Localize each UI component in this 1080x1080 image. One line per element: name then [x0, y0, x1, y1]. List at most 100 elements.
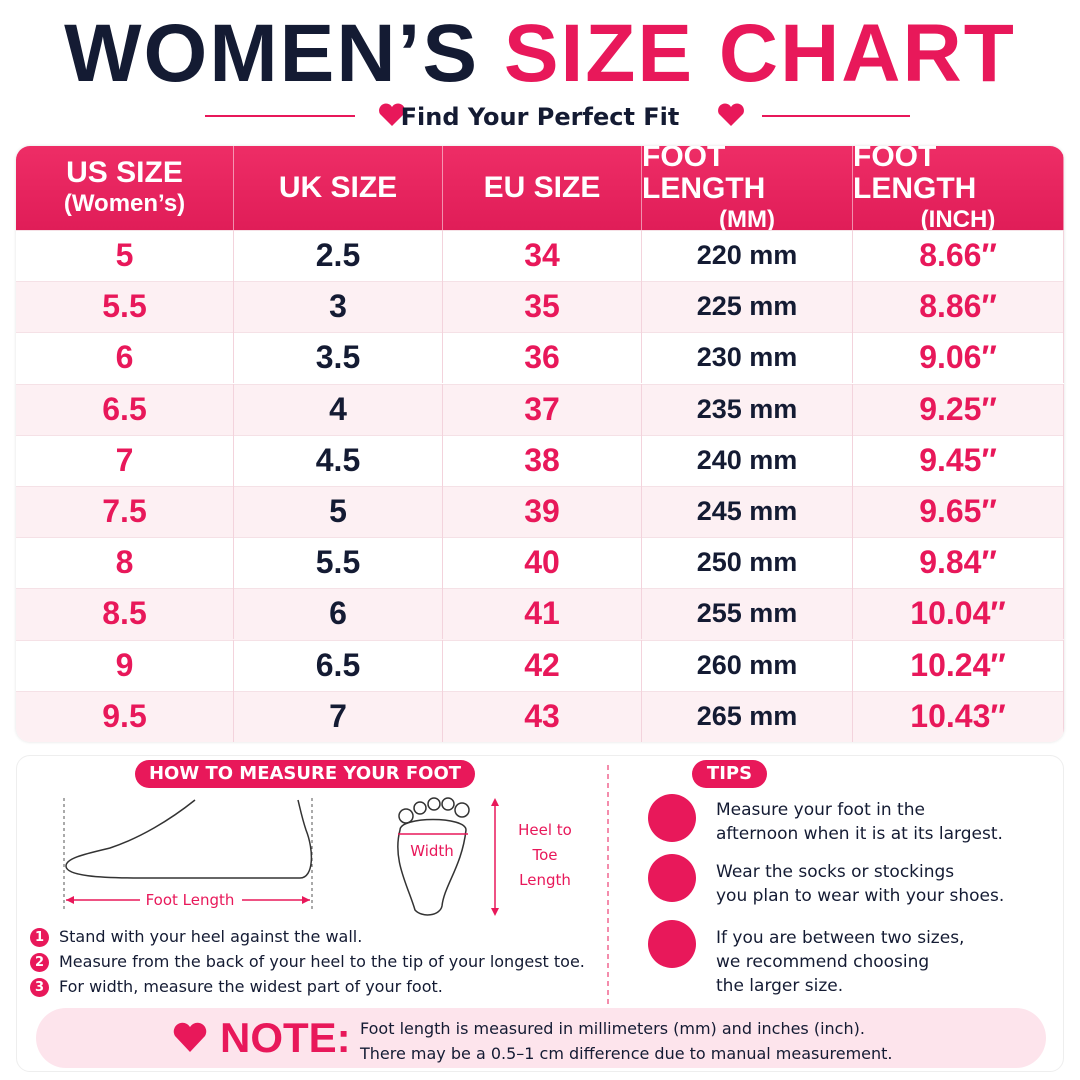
step-text: Stand with your heel against the wall.	[59, 927, 363, 946]
step-number: 2	[30, 952, 49, 972]
header-text: (MM)	[719, 206, 775, 233]
table-cell: 260 mm	[642, 639, 853, 691]
tip-text: we recommend choosing	[716, 952, 930, 972]
column-header: UK SIZE	[234, 146, 443, 230]
table-cell: 3	[234, 281, 443, 333]
width-label: Width	[410, 842, 454, 860]
table-cell: 37	[443, 383, 642, 435]
table-cell: 38	[443, 434, 642, 486]
divider	[607, 765, 609, 1005]
measure-heading: HOW TO MEASURE YOUR FOOT	[135, 760, 475, 788]
table-cell: 9.45″	[853, 434, 1064, 486]
table-cell: 9.65″	[853, 486, 1064, 537]
heart	[379, 103, 405, 126]
table-cell: 7	[234, 690, 443, 742]
table-cell: 6	[16, 332, 234, 384]
table-cell: 9.5	[16, 690, 234, 742]
tip-icon	[648, 854, 696, 902]
table-cell: 255 mm	[642, 588, 853, 640]
table-cell: 4	[234, 383, 443, 435]
tips-heading: TIPS	[692, 760, 767, 788]
table-cell: 245 mm	[642, 486, 853, 537]
step-text: Measure from the back of your heel to th…	[59, 952, 585, 971]
table-cell: 43	[443, 690, 642, 742]
note-box	[36, 1008, 1046, 1068]
table-cell: 10.43″	[853, 690, 1064, 742]
table-cell: 42	[443, 639, 642, 691]
row-bg	[16, 332, 1064, 385]
table-cell: 39	[443, 486, 642, 537]
header-text: FOOT LENGTH	[853, 146, 977, 205]
row-bg	[16, 690, 1064, 742]
row-bg	[16, 434, 1064, 487]
title-pink: SIZE CHART	[503, 8, 1016, 99]
tip-text: If you are between two sizes,	[716, 928, 965, 948]
tip-text: you plan to wear with your shoes.	[716, 886, 1005, 906]
table-cell: 6.5	[16, 383, 234, 435]
heel-toe-label: Heel to	[518, 821, 572, 839]
header-text: US SIZE	[66, 156, 183, 189]
table-cell: 6	[234, 588, 443, 640]
row-bg	[16, 486, 1064, 538]
note-line: Foot length is measured in millimeters (…	[360, 1019, 865, 1038]
tip-icon	[648, 920, 696, 968]
toes	[398, 797, 470, 824]
header-text: UK SIZE	[278, 171, 398, 204]
table-cell: 9.25″	[853, 383, 1064, 435]
table-cell: 10.04″	[853, 588, 1064, 640]
tip-text: afternoon when it is at its largest.	[716, 824, 1003, 844]
header-text: FOOT LENGTH	[642, 146, 766, 205]
table-cell: 8.5	[16, 588, 234, 640]
row-bg	[16, 537, 1064, 590]
heart	[718, 103, 744, 126]
step-number: 3	[30, 977, 49, 997]
subtitle: Find Your Perfect Fit	[400, 103, 680, 131]
table-cell: 7	[16, 434, 234, 486]
table-cell: 250 mm	[642, 537, 853, 589]
note-label: NOTE:	[220, 1014, 351, 1061]
step: 1 Stand with your heel against the wall.	[30, 926, 362, 948]
row-bg	[16, 588, 1064, 641]
column-header: US SIZE (Women’s)	[16, 146, 234, 230]
table-cell: 220 mm	[642, 230, 853, 281]
table-cell: 6.5	[234, 639, 443, 691]
table-cell: 36	[443, 332, 642, 384]
tip-icon	[648, 794, 696, 842]
table-cell: 8.66″	[853, 230, 1064, 281]
table-cell: 235 mm	[642, 383, 853, 435]
column-header: EU SIZE	[443, 146, 642, 230]
table-cell: 7.5	[16, 486, 234, 537]
row-bg	[16, 230, 1064, 282]
table-cell: 2.5	[234, 230, 443, 281]
table-cell: 230 mm	[642, 332, 853, 384]
table-cell: 9.84″	[853, 537, 1064, 589]
row-bg	[16, 639, 1064, 692]
table-cell: 5.5	[16, 281, 234, 333]
table-cell: 240 mm	[642, 434, 853, 486]
info-panel	[16, 755, 1064, 1072]
table-cell: 35	[443, 281, 642, 333]
step: 2 Measure from the back of your heel to t…	[30, 951, 585, 973]
header-text: EU SIZE	[483, 171, 601, 204]
foot-top	[397, 818, 467, 916]
table-cell: 5.5	[234, 537, 443, 589]
column-header: FOOT LENGTH (MM)	[642, 146, 853, 233]
table-cell: 41	[443, 588, 642, 640]
step: 3 For width, measure the widest part of y…	[30, 976, 443, 998]
table-cell: 10.24″	[853, 639, 1064, 691]
table-cell: 5	[16, 230, 234, 281]
table-cell: 225 mm	[642, 281, 853, 333]
table-cell: 9	[16, 639, 234, 691]
heel-toe-label: Length	[519, 871, 571, 889]
table-cell: 8	[16, 537, 234, 589]
step-number: 1	[30, 927, 49, 947]
row-bg	[16, 383, 1064, 436]
table-cell: 5	[234, 486, 443, 537]
title-dark: WOMEN’S	[64, 8, 480, 99]
foot-side	[65, 799, 313, 879]
header-text: (Women’s)	[63, 190, 186, 217]
foot-length-label: Foot Length	[146, 891, 235, 909]
tip-text: Measure your foot in the	[716, 800, 925, 820]
